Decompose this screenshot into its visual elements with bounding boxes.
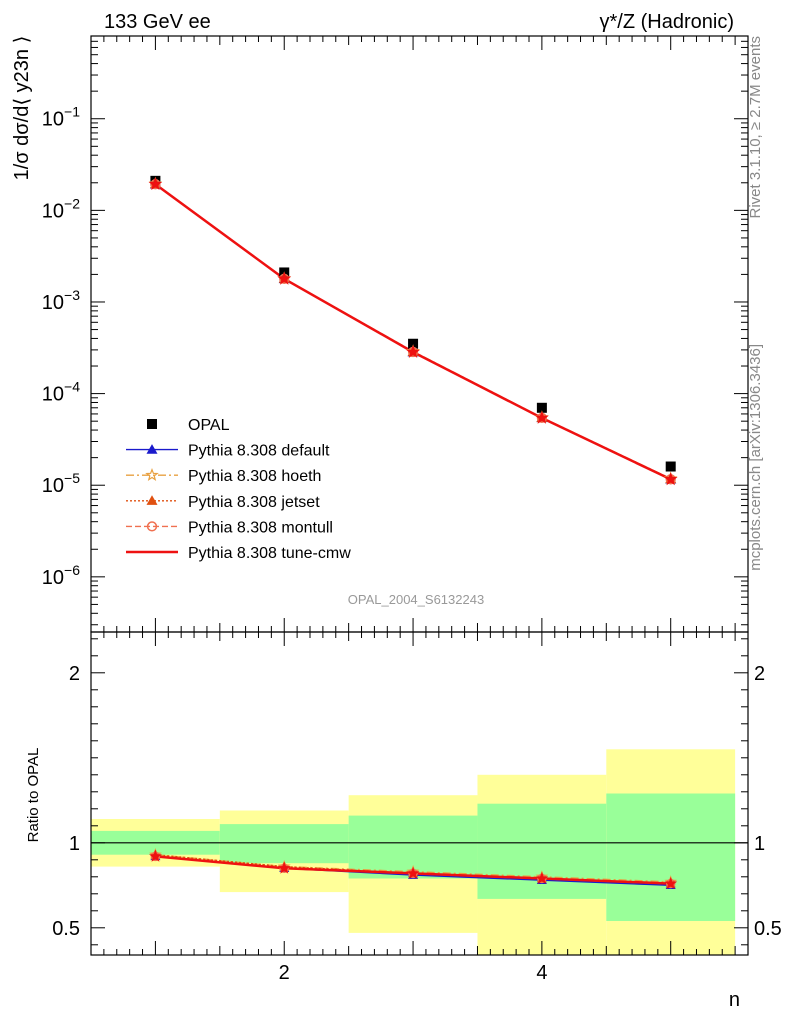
main-y-tick-label: 10−3: [42, 287, 80, 314]
ratio-frame: [90, 631, 749, 956]
ratio-y-axis-label: Ratio to OPAL: [25, 748, 42, 843]
analysis-watermark: OPAL_2004_S6132243: [348, 592, 484, 607]
legend-item-opal: OPAL: [147, 417, 230, 434]
main-line-pythia-8-308-tune-cmw: [154, 183, 672, 481]
legend-label: Pythia 8.308 default: [188, 443, 330, 460]
main-line-pythia-8-308-montull: [154, 183, 672, 480]
legend-label: Pythia 8.308 jetset: [188, 494, 320, 511]
ratio-axes: [90, 631, 749, 956]
main-point-opal-3: [408, 338, 419, 349]
green-band-5: [606, 793, 736, 921]
ratio-uncertainty-bands: [91, 749, 748, 955]
main-series-lines: [154, 183, 672, 481]
main-line-pythia-8-308-jetset: [154, 183, 672, 480]
main-point-pythia-8-308-tune-cmw-2: [277, 271, 292, 285]
main-y-axis-label-text: 1/σ dσ/d⟨ y23n ⟩: [11, 36, 33, 181]
legend-item-pythia-8-308-jetset: Pythia 8.308 jetset: [126, 494, 320, 511]
legend-item-pythia-8-308-tune-cmw: Pythia 8.308 tune-cmw: [126, 545, 351, 562]
legend-label: Pythia 8.308 montull: [188, 519, 333, 536]
legend-label: OPAL: [188, 417, 230, 434]
ratio-point-pythia-8-308-tune-cmw-1: [149, 849, 162, 862]
main-y-tick-label: 10−4: [42, 379, 80, 406]
x-tick-label: 2: [279, 962, 290, 984]
ratio-y-tick-label-right: 0.5: [754, 918, 782, 940]
x-axis-label: n: [729, 989, 740, 1011]
ratio-point-pythia-8-308-tune-cmw-4: [535, 871, 549, 884]
main-point-opal-4: [536, 402, 547, 413]
legend-marker-pythia-8-308-hoeth: [145, 468, 159, 481]
ratio-y-tick-label: 1: [69, 833, 80, 855]
title-left: 133 GeV ee: [104, 11, 211, 33]
main-y-tick-label: 10−5: [42, 470, 80, 497]
legend-marker-opal: [147, 419, 157, 429]
main-series-markers: [148, 175, 678, 486]
ratio-point-pythia-8-308-tune-cmw-3: [406, 866, 420, 879]
legend-label: Pythia 8.308 hoeth: [188, 468, 321, 485]
ratio-point-pythia-8-308-tune-cmw-5: [664, 876, 678, 889]
title-right: γ*/Z (Hadronic): [600, 11, 734, 33]
main-frame: [90, 35, 749, 633]
green-band-2: [219, 824, 349, 864]
legend-marker-pythia-8-308-default: [146, 444, 158, 454]
main-y-tick-label: 10−2: [42, 195, 80, 222]
x-tick-label: 4: [536, 962, 547, 984]
main-point-pythia-8-308-tune-cmw-4: [535, 410, 549, 424]
main-y-tick-labels: 10−6 10−5 10−4 10−3 10−2 10−1: [42, 104, 80, 589]
ratio-y-tick-label: 0.5: [52, 918, 80, 940]
main-y-tick-label: 10−6: [42, 562, 80, 589]
legend-marker-pythia-8-308-montull: [146, 521, 158, 532]
legend-item-pythia-8-308-default: Pythia 8.308 default: [126, 443, 330, 460]
legend-item-pythia-8-308-montull: Pythia 8.308 montull: [126, 519, 333, 536]
main-axes: [90, 35, 749, 633]
legend: OPAL Pythia 8.308 default Pythia 8.308 hoe…: [126, 417, 351, 562]
ratio-point-pythia-8-308-tune-cmw-2: [277, 861, 291, 874]
main-line-pythia-8-308-hoeth: [154, 183, 672, 480]
ratio-panel: 0.5 0.5 1 1 2 2 2 4 Ratio to OPAL n: [25, 631, 782, 1011]
main-point-opal-5: [665, 461, 676, 472]
main-y-axis-label: 1/σ dσ/d⟨ y23n ⟩: [11, 36, 33, 181]
legend-marker-pythia-8-308-jetset: [146, 495, 158, 505]
main-point-pythia-8-308-tune-cmw-5: [663, 472, 678, 486]
main-point-pythia-8-308-tune-cmw-1: [148, 176, 163, 190]
main-y-tick-label: 10−1: [42, 104, 80, 131]
ratio-y-tick-label-right: 2: [754, 663, 765, 685]
mcplots-label: mcplots.cern.ch [arXiv:1306.3436]: [747, 344, 764, 571]
ratio-tick-labels: 0.5 0.5 1 1 2 2 2 4: [52, 663, 782, 984]
ratio-y-tick-label-right: 1: [754, 833, 765, 855]
green-band-4: [477, 803, 607, 899]
ratio-y-tick-label: 2: [69, 663, 80, 685]
main-panel: OPAL_2004_S6132243 10−610−510−410−310−21…: [11, 35, 749, 633]
main-point-pythia-8-308-tune-cmw-3: [406, 344, 420, 358]
legend-item-pythia-8-308-hoeth: Pythia 8.308 hoeth: [126, 468, 321, 485]
main-line-pythia-8-308-default: [154, 183, 672, 480]
legend-label: Pythia 8.308 tune-cmw: [188, 545, 351, 562]
rivet-label: Rivet 3.1.10, ≥ 2.7M events: [747, 36, 764, 219]
ratio-series-markers: [149, 847, 678, 890]
